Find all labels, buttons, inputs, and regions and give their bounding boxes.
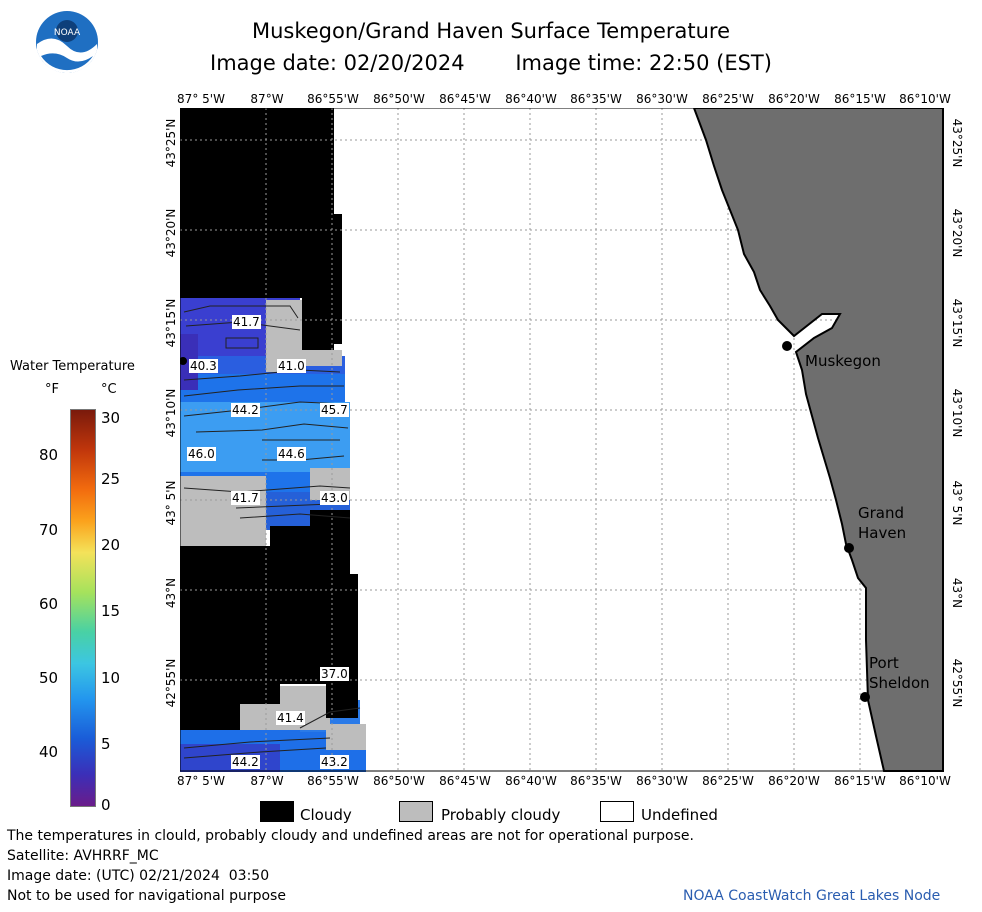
lat-label-left: 43°25'N — [164, 118, 178, 168]
footer-nav-warning: Not to be used for navigational purpose — [7, 888, 286, 904]
muskegon-marker — [782, 341, 792, 351]
temperature-color-bar — [70, 409, 96, 807]
lat-label-left: 42°55'N — [164, 658, 178, 708]
scale-tick-c: 5 — [101, 735, 111, 753]
contour-label: 41.7 — [231, 491, 260, 505]
contour-label: 41.7 — [232, 315, 261, 329]
contour-label: 40.3 — [189, 359, 218, 373]
legend-swatch-undefined — [600, 801, 634, 822]
grand-haven-marker — [844, 543, 854, 553]
map-title: Muskegon/Grand Haven Surface Temperature — [251, 19, 731, 43]
place-label-port-sheldon: Port Sheldon — [869, 654, 930, 692]
cloudy-area — [180, 108, 358, 730]
scale-tick-c: 25 — [101, 470, 121, 488]
contour-label: 44.2 — [231, 403, 260, 417]
scale-tick-f: 80 — [39, 446, 59, 464]
lat-label-right: 43°25'N — [950, 118, 964, 168]
footer-credit: NOAA CoastWatch Great Lakes Node — [683, 888, 941, 904]
lon-label-bottom: 87°W — [250, 774, 284, 788]
scale-tick-c: 10 — [101, 669, 121, 687]
lon-label-top: 86°15'W — [834, 92, 886, 106]
lon-label-bottom: 86°15'W — [834, 774, 886, 788]
lat-label-right: 43°20'N — [950, 208, 964, 258]
lon-label-top: 86°25'W — [702, 92, 754, 106]
contour-label: 43.2 — [320, 755, 349, 769]
contour-label: 41.4 — [276, 711, 305, 725]
legend-swatch-probably-cloudy — [399, 801, 433, 822]
scale-tick-f: 60 — [39, 595, 59, 613]
footer-utc-date: Image date: (UTC) 02/21/2024 03:50 — [7, 868, 270, 884]
lon-label-top: 86°55'W — [307, 92, 359, 106]
legend-label-undefined: Undefined — [641, 806, 718, 824]
footer-satellite: Satellite: AVHRRF_MC — [7, 848, 159, 864]
lon-label-top: 86°50'W — [373, 92, 425, 106]
place-label-grand-haven: Grand Haven — [858, 504, 907, 542]
contour-label: 44.6 — [277, 447, 306, 461]
lon-label-top: 86°30'W — [636, 92, 688, 106]
image-date: Image date: 02/20/2024 — [210, 51, 465, 75]
lat-label-left: 43°N — [164, 577, 178, 609]
noaa-logo: NOAA — [36, 11, 98, 74]
lat-label-right: 43°10'N — [950, 388, 964, 438]
lat-label-right: 43°15'N — [950, 298, 964, 348]
legend-swatch-cloudy — [260, 801, 294, 822]
map-subtitle: Image date: 02/20/2024 Image time: 22:50… — [0, 51, 982, 75]
lat-label-left: 43°10'N — [164, 388, 178, 438]
legend-label-cloudy: Cloudy — [300, 806, 352, 824]
port-sheldon-marker — [860, 692, 870, 702]
lat-label-left: 43° 5'N — [164, 480, 178, 526]
lon-label-top: 86°35'W — [570, 92, 622, 106]
scale-tick-c: 15 — [101, 602, 121, 620]
scale-tick-c: 20 — [101, 536, 121, 554]
scale-tick-c: 30 — [101, 409, 121, 427]
contour-label: 46.0 — [187, 447, 216, 461]
lat-label-left: 43°15'N — [164, 298, 178, 348]
legend-label-probably-cloudy: Probably cloudy — [441, 806, 561, 824]
left-edge-marker — [180, 357, 187, 365]
lon-label-bottom: 87° 5'W — [177, 774, 225, 788]
scale-tick-c: 0 — [101, 796, 111, 814]
contour-label: 37.0 — [320, 667, 349, 681]
lat-label-right: 42°55'N — [950, 658, 964, 708]
scale-title: Water Temperature — [10, 359, 135, 374]
lon-label-bottom: 86°30'W — [636, 774, 688, 788]
image-time: Image time: 22:50 (EST) — [515, 51, 772, 75]
lat-label-left: 43°20'N — [164, 208, 178, 258]
contour-label: 41.0 — [277, 359, 306, 373]
contour-label: 43.0 — [320, 491, 349, 505]
lon-label-bottom: 86°50'W — [373, 774, 425, 788]
scale-tick-f: 70 — [39, 521, 59, 539]
lon-label-top: 86°40'W — [505, 92, 557, 106]
contour-label: 45.7 — [320, 403, 349, 417]
lon-label-top: 86°45'W — [439, 92, 491, 106]
scale-tick-f: 40 — [39, 743, 59, 761]
lon-label-bottom: 86°10'W — [899, 774, 951, 788]
scale-tick-f: 50 — [39, 669, 59, 687]
temperature-map — [180, 108, 944, 772]
land-area — [692, 108, 944, 772]
lat-label-right: 43°N — [950, 577, 964, 609]
lon-label-bottom: 86°45'W — [439, 774, 491, 788]
scale-unit-fahrenheit: °F — [45, 382, 59, 397]
lon-label-top: 87°W — [250, 92, 284, 106]
lon-label-bottom: 86°35'W — [570, 774, 622, 788]
lon-label-top: 86°20'W — [768, 92, 820, 106]
lat-label-right: 43° 5'N — [950, 480, 964, 526]
lon-label-bottom: 86°55'W — [307, 774, 359, 788]
lon-label-top: 86°10'W — [899, 92, 951, 106]
lon-label-bottom: 86°40'W — [505, 774, 557, 788]
scale-unit-celsius: °C — [101, 382, 117, 397]
noaa-logo-text: NOAA — [54, 28, 81, 38]
map-frame — [180, 108, 944, 772]
contour-lines — [183, 305, 361, 759]
contour-label: 44.2 — [231, 755, 260, 769]
lon-label-bottom: 86°20'W — [768, 774, 820, 788]
place-label-muskegon: Muskegon — [805, 352, 881, 370]
footer-disclaimer: The temperatures in clould, probably clo… — [7, 828, 694, 844]
lon-label-top: 87° 5'W — [177, 92, 225, 106]
lon-label-bottom: 86°25'W — [702, 774, 754, 788]
